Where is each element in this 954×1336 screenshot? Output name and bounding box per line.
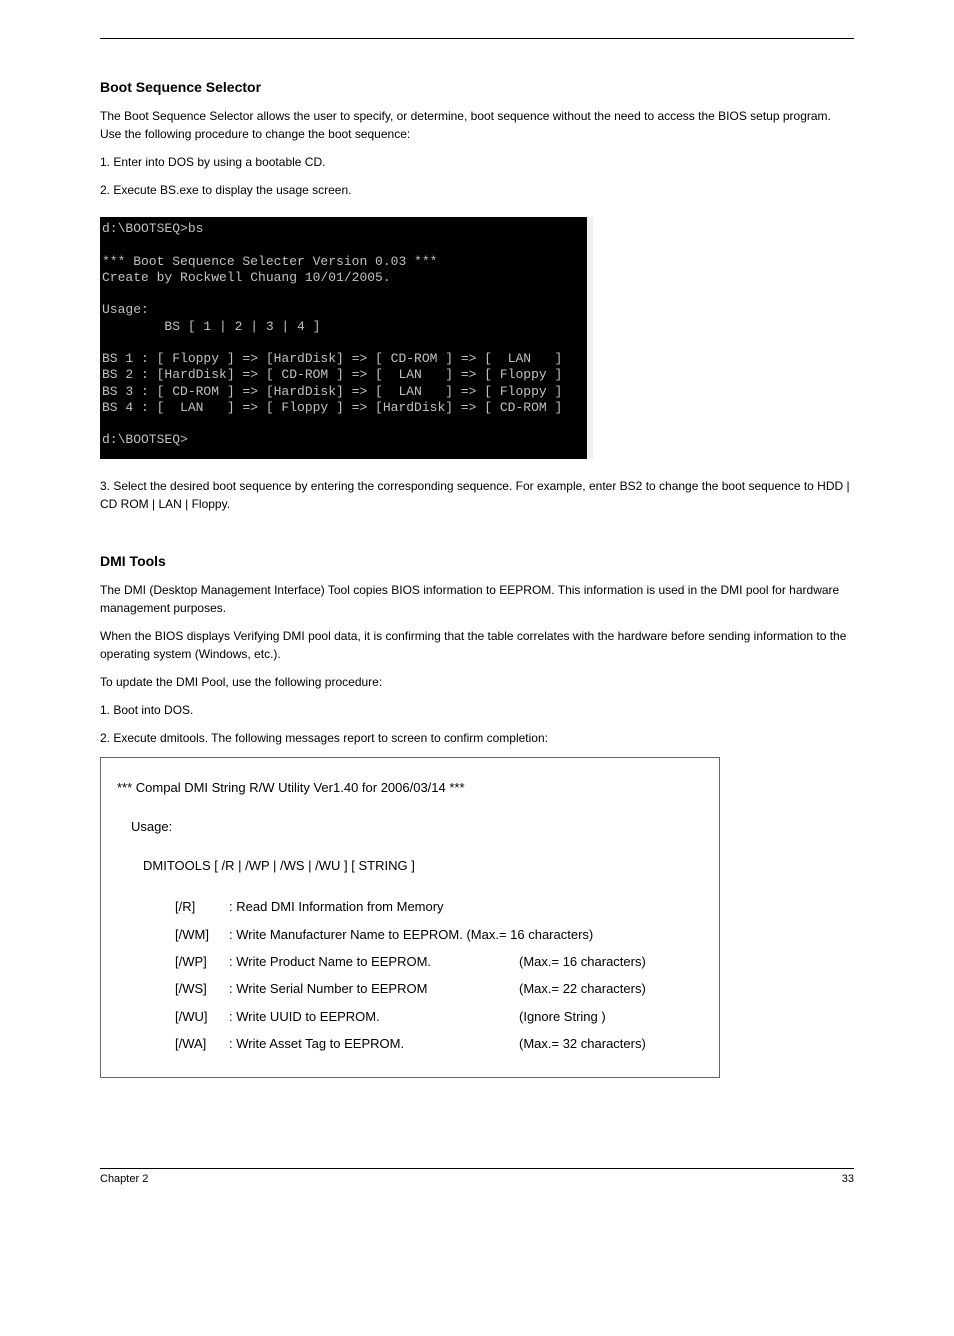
dmi-box-opts: [/R] : Read DMI Information from Memory … xyxy=(175,893,703,1057)
bootseq-step3: 3. Select the desired boot sequence by e… xyxy=(100,477,854,513)
bootseq-step3-prefix: 3. Select the desired boot sequence by e… xyxy=(100,479,620,493)
dmi-heading: DMI Tools xyxy=(100,553,854,569)
dmi-opt-row: [/WU] : Write UUID to EEPROM. (Ignore St… xyxy=(175,1003,703,1030)
term-usage-line: BS [ 1 | 2 | 3 | 4 ] xyxy=(102,319,320,334)
term-bs3: BS 3 : [ CD-ROM ] => [HardDisk] => [ LAN… xyxy=(102,384,562,399)
dmi-opt-max: (Max.= 32 characters) xyxy=(519,1030,646,1057)
bootseq-step3-cmd: BS2 xyxy=(620,479,643,493)
dmi-opt-flag: [/WA] xyxy=(175,1030,229,1057)
term-bs2: BS 2 : [HardDisk] => [ CD-ROM ] => [ LAN… xyxy=(102,367,562,382)
dmi-para3: To update the DMI Pool, use the followin… xyxy=(100,673,854,691)
bootseq-heading: Boot Sequence Selector xyxy=(100,79,854,95)
dmi-opt-max: (Ignore String ) xyxy=(519,1003,606,1030)
dmi-opt-desc: : Write Asset Tag to EEPROM. xyxy=(229,1030,519,1057)
dmi-para1: The DMI (Desktop Management Interface) T… xyxy=(100,581,854,617)
dmi-opt-row: [/WP] : Write Product Name to EEPROM. (M… xyxy=(175,948,703,975)
footer-right: 33 xyxy=(842,1173,854,1185)
dmi-opt-desc: : Write Product Name to EEPROM. xyxy=(229,948,519,975)
dmi-opt-max: (Max.= 22 characters) xyxy=(519,975,646,1002)
dmi-opt-desc: : Read DMI Information from Memory xyxy=(229,893,519,920)
bootseq-step2: 2. Execute BS.exe to display the usage s… xyxy=(100,181,854,199)
top-rule xyxy=(100,38,854,39)
dmi-opt-flag: [/WM] xyxy=(175,921,229,948)
term-usage: Usage: xyxy=(102,302,149,317)
term-create: Create by Rockwell Chuang 10/01/2005. xyxy=(102,270,391,285)
content-area: Boot Sequence Selector The Boot Sequence… xyxy=(0,79,954,1078)
dmi-opt-desc: : Write Serial Number to EEPROM xyxy=(229,975,519,1002)
term-bs1: BS 1 : [ Floppy ] => [HardDisk] => [ CD-… xyxy=(102,351,562,366)
dmi-opt-flag: [/WP] xyxy=(175,948,229,975)
dmi-opt-desc: : Write UUID to EEPROM. xyxy=(229,1003,519,1030)
dmi-opt-row: [/WS] : Write Serial Number to EEPROM (M… xyxy=(175,975,703,1002)
dmi-opt-max: (Max.= 16 characters) xyxy=(519,948,646,975)
dmi-box-cmd: DMITOOLS [ /R | /WP | /WS | /WU ] [ STRI… xyxy=(143,852,703,879)
page: Boot Sequence Selector The Boot Sequence… xyxy=(0,38,954,1225)
dmi-opt-row: [/R] : Read DMI Information from Memory xyxy=(175,893,703,920)
term-prompt1: d:\BOOTSEQ>bs xyxy=(102,221,203,236)
dmi-para2: When the BIOS displays Verifying DMI poo… xyxy=(100,627,854,663)
dmi-opt-row: [/WM] : Write Manufacturer Name to EEPRO… xyxy=(175,921,703,948)
bootseq-step1: 1. Enter into DOS by using a bootable CD… xyxy=(100,153,854,171)
term-prompt2: d:\BOOTSEQ> xyxy=(102,432,188,447)
dmi-opt-flag: [/WU] xyxy=(175,1003,229,1030)
terminal-screenshot: d:\BOOTSEQ>bs *** Boot Sequence Selecter… xyxy=(100,217,593,459)
dmi-step1: 1. Boot into DOS. xyxy=(100,701,854,719)
dmi-opt-flag: [/WS] xyxy=(175,975,229,1002)
dmi-box-title: *** Compal DMI String R/W Utility Ver1.4… xyxy=(117,774,703,801)
dmi-opt-desc: : Write Manufacturer Name to EEPROM. (Ma… xyxy=(229,921,593,948)
term-title: *** Boot Sequence Selecter Version 0.03 … xyxy=(102,254,437,269)
term-bs4: BS 4 : [ LAN ] => [ Floppy ] => [HardDis… xyxy=(102,400,562,415)
footer-left: Chapter 2 xyxy=(100,1173,148,1185)
dmi-usage-box: *** Compal DMI String R/W Utility Ver1.4… xyxy=(100,757,720,1079)
dmi-opt-row: [/WA] : Write Asset Tag to EEPROM. (Max.… xyxy=(175,1030,703,1057)
dmi-box-usage: Usage: xyxy=(131,813,703,840)
dmi-opt-flag: [/R] xyxy=(175,893,229,920)
footer: Chapter 2 33 xyxy=(0,1169,954,1225)
dmi-step2: 2. Execute dmitools. The following messa… xyxy=(100,729,854,747)
bootseq-para1: The Boot Sequence Selector allows the us… xyxy=(100,107,854,143)
